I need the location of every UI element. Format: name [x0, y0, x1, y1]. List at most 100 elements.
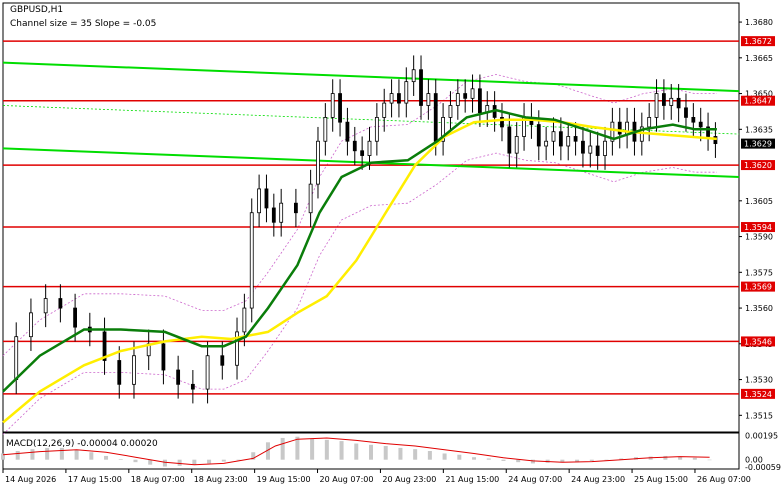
candle-body [566, 136, 571, 147]
macd-histogram-bar [560, 459, 565, 463]
time-tick-label: 19 Aug 15:00 [257, 475, 311, 484]
price-tick-label: 1.3590 [745, 233, 773, 242]
candle-body [389, 93, 394, 104]
price-axis: 1.36801.36651.36501.36351.36051.35901.35… [739, 18, 781, 472]
candle-body [463, 93, 468, 99]
candle-body [441, 117, 446, 142]
candle-body [360, 150, 365, 156]
time-tick-label: 21 Aug 15:00 [445, 475, 499, 484]
candle-body [426, 93, 431, 106]
price-tick-label: 1.3605 [745, 197, 773, 206]
candle-body [102, 331, 107, 361]
channel-upper-line [2, 61, 740, 93]
candle-body [161, 343, 166, 371]
level-price-tag [741, 95, 775, 106]
macd-histogram-bar [265, 442, 270, 460]
level-price-tag [741, 388, 775, 399]
candle-body [669, 97, 674, 106]
candle-body [551, 131, 556, 142]
candle-body [654, 93, 659, 118]
level-price-tag [741, 160, 775, 171]
macd-histogram-bar [310, 438, 315, 460]
candle-body [29, 312, 33, 338]
macd-histogram-bar [324, 439, 329, 460]
ma-yellow-line [2, 118, 718, 424]
candle-body [433, 93, 438, 142]
macd-histogram-bar [427, 451, 432, 460]
macd-histogram-bar [530, 459, 535, 464]
price-tick-label: 1.3575 [745, 268, 773, 277]
macd-histogram-bar [619, 458, 624, 460]
macd-histogram-bar [663, 455, 668, 460]
candle-body [500, 117, 504, 128]
candle-body [698, 121, 703, 128]
macd-histogram-bar [1, 453, 5, 460]
price-tick-label: 1.3650 [745, 90, 773, 99]
price-tick-label: 1.3665 [745, 54, 773, 63]
price-tick-label: 1.3530 [745, 376, 773, 385]
macd-histogram-bar [472, 457, 477, 460]
candle-body [190, 383, 195, 390]
channel-info-label: Channel size = 35 Slope = -0.05 [10, 19, 156, 29]
macd-histogram-bar [15, 451, 20, 460]
candle-body [367, 140, 372, 156]
level-price-label: 1.3524 [744, 390, 772, 399]
level-price-tag [741, 222, 775, 233]
macd-histogram-bar [442, 453, 447, 460]
candle-body [404, 81, 409, 104]
macd-histogram-bar [251, 452, 256, 460]
macd-signal-line [2, 437, 710, 466]
candle-body [470, 88, 475, 99]
macd-histogram-bar [59, 447, 64, 460]
time-tick-label: 25 Aug 15:00 [634, 475, 688, 484]
candle-body [595, 145, 600, 156]
symbol-label: GBPUSD,H1 [10, 5, 63, 15]
main-pane-frame [2, 2, 740, 433]
candle-body [544, 140, 549, 147]
candle-body [411, 69, 416, 83]
candle-body [345, 121, 350, 142]
macd-histogram-bar [354, 443, 359, 460]
macd-histogram-bar [678, 456, 683, 460]
candle-body [691, 117, 696, 123]
macd-histogram-bar [148, 459, 153, 465]
macd-histogram-bar [45, 447, 50, 460]
candle-body [558, 131, 563, 147]
macd-histogram-bar [162, 459, 167, 467]
ma-green-line [2, 108, 717, 393]
candle-body [58, 298, 63, 309]
candle-body [706, 126, 710, 137]
macd-histogram-bar [236, 459, 241, 461]
candle-body [338, 93, 342, 123]
candle-body [448, 105, 453, 118]
macd-histogram-bar [457, 454, 462, 460]
macd-histogram-bar [707, 459, 712, 461]
candle-body [316, 140, 320, 185]
candle-body [573, 136, 578, 142]
candle-body [617, 121, 622, 135]
macd-histogram-bar [398, 447, 403, 460]
level-price-label: 1.3647 [744, 97, 772, 106]
price-tick-label: 1.3560 [745, 304, 773, 313]
main-pane [2, 40, 740, 435]
macd-histogram-bar [692, 457, 697, 460]
candle-body [662, 93, 666, 106]
macd-histogram-bar [383, 446, 388, 460]
price-tick-label: 1.3635 [745, 125, 773, 134]
time-axis: 14 Aug 2026 17 Aug 15:00 18 Aug 07:00 18 Au… [2, 469, 751, 484]
candle-body [507, 126, 512, 154]
time-tick-label: 18 Aug 07:00 [131, 475, 185, 484]
candle-body [536, 124, 541, 147]
macd-tick-label: 0.00195 [745, 431, 778, 440]
candle-body [73, 307, 77, 328]
candle-body [323, 117, 328, 142]
candle-body [205, 355, 210, 390]
envelope-lower [2, 152, 717, 435]
macd-histogram-bar [104, 455, 109, 460]
candle-body [352, 140, 357, 152]
level-price-label: 1.3620 [744, 161, 772, 170]
macd-histogram-bar [575, 459, 580, 463]
macd-histogram-bar [295, 436, 300, 460]
